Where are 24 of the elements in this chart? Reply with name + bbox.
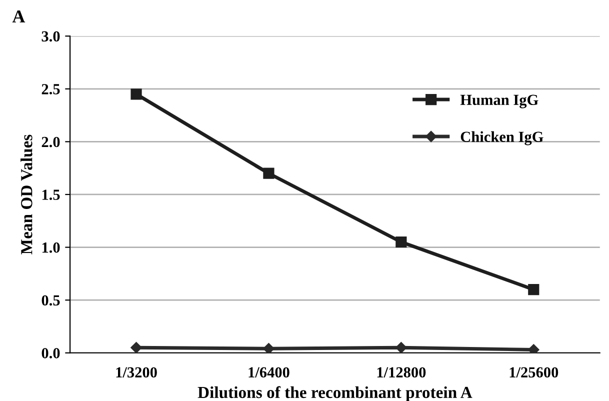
legend-label: Chicken IgG	[460, 131, 544, 146]
x-tick-label: 1/6400	[248, 367, 290, 378]
y-axis-title: Mean OD Values	[20, 134, 32, 254]
y-tick-label: 1.5	[42, 190, 60, 200]
point	[263, 343, 274, 353]
y-tick-label: 1.0	[42, 242, 60, 253]
chart-title: A	[12, 10, 26, 22]
point	[130, 88, 142, 100]
x-tick-label: 1/25600	[510, 367, 558, 378]
point	[396, 236, 407, 248]
y-tick-label: 2.0	[42, 136, 60, 148]
point	[130, 342, 142, 353]
y-tick-label: 0.0	[42, 348, 60, 358]
legend-label: Human IgG	[460, 94, 538, 108]
point	[528, 344, 540, 353]
y-tick-label: 2.5	[42, 84, 60, 94]
y-tick-label: 3.0	[42, 31, 60, 42]
point	[396, 342, 407, 353]
x-tick-label: 1/3200	[116, 367, 157, 378]
x-axis-title: Dilutions of the recombinant protein A	[198, 386, 472, 401]
point	[528, 284, 540, 296]
y-tick-label: 0.5	[42, 295, 60, 306]
point	[263, 168, 274, 179]
x-tick-label: 1/12800	[377, 367, 426, 378]
